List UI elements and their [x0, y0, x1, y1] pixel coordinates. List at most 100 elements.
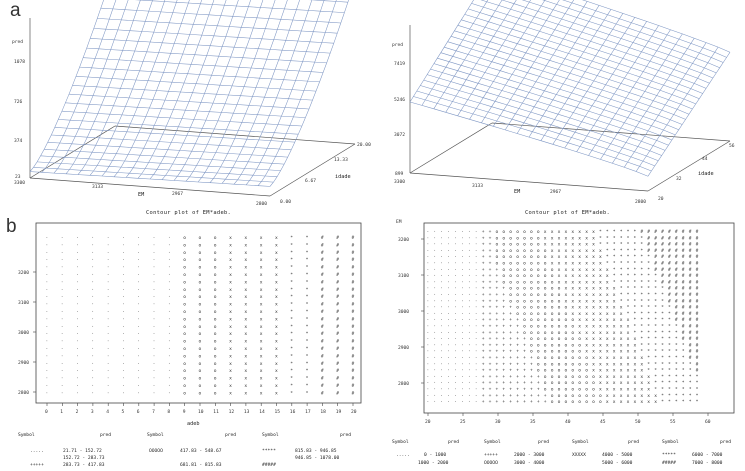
contour-symbol: · — [454, 381, 457, 386]
contour-symbol: · — [61, 258, 64, 263]
contour-symbol: x — [620, 388, 623, 393]
xtick-right-0: 3300 — [394, 179, 405, 185]
contour-symbol: · — [61, 332, 64, 337]
contour-symbol: x — [654, 394, 657, 399]
contour-symbol: · — [153, 243, 156, 248]
contour-xtick-label: 14 — [259, 409, 265, 415]
contour-symbol: o — [558, 337, 561, 342]
surface-mesh-line — [58, 119, 299, 135]
contour-symbol: x — [229, 354, 232, 359]
contour-symbol: * — [599, 229, 602, 235]
contour-symbol: x — [606, 299, 609, 304]
contour-symbol: + — [489, 293, 492, 298]
contour-symbol: # — [675, 267, 678, 273]
contour-symbol: + — [516, 362, 519, 367]
surface-mesh-line — [185, 0, 264, 182]
contour-symbol: * — [599, 235, 602, 241]
contour-symbol: · — [137, 243, 140, 248]
contour-symbol: # — [668, 279, 671, 285]
contour-symbol: · — [76, 273, 79, 278]
contour-symbol: x — [578, 331, 581, 336]
contour-symbol: + — [489, 287, 492, 292]
contour-symbol: x — [613, 381, 616, 386]
contour-symbol: · — [76, 303, 79, 308]
contour-symbol: * — [634, 298, 637, 304]
surface-mesh-line — [75, 76, 317, 92]
contour-symbol: # — [661, 242, 664, 248]
contour-symbol: x — [244, 273, 247, 278]
contour-symbol: · — [461, 356, 464, 361]
contour-symbol: * — [634, 286, 637, 292]
contour-symbol: * — [290, 361, 293, 367]
contour-symbol: · — [468, 381, 471, 386]
contour-symbol: * — [661, 393, 664, 399]
contour-symbol: x — [599, 255, 602, 260]
contour-symbol: x — [565, 262, 568, 267]
contour-symbol: o — [509, 293, 512, 298]
contour-symbol: o — [571, 400, 574, 405]
contour-symbol: # — [696, 361, 699, 367]
contour-symbol: o — [558, 362, 561, 367]
surface-mesh-line — [134, 0, 345, 13]
contour-symbol: · — [427, 306, 430, 311]
contour-symbol: * — [640, 292, 643, 298]
contour-symbol: + — [482, 312, 485, 317]
contour-symbol: o — [183, 317, 186, 322]
contour-symbol: x — [585, 299, 588, 304]
contour-symbol: * — [620, 267, 623, 273]
contour-frame-right — [423, 222, 735, 414]
contour-symbol: · — [168, 295, 171, 300]
surface-mesh-line — [444, 46, 683, 125]
surface-mesh-line — [582, 0, 731, 53]
contour-symbol: x — [558, 274, 561, 279]
legend-right: Symbol pred Symbol pred Symbol pred Symb… — [392, 436, 745, 470]
contour-symbol: x — [275, 303, 278, 308]
contour-symbol: # — [336, 287, 339, 293]
contour-symbol: · — [76, 310, 79, 315]
contour-symbol: o — [214, 347, 217, 352]
contour-symbol: # — [689, 317, 692, 323]
contour-symbol: x — [578, 299, 581, 304]
contour-symbol: · — [454, 343, 457, 348]
contour-symbol: * — [647, 279, 650, 285]
contour-symbol: · — [468, 362, 471, 367]
contour-symbol: o — [199, 303, 202, 308]
contour-symbol: o — [516, 280, 519, 285]
contour-symbol: x — [585, 337, 588, 342]
contour-symbol: * — [640, 254, 643, 260]
contour-xtick-label: 30 — [495, 419, 501, 425]
contour-symbol: + — [516, 350, 519, 355]
contour-symbol: + — [509, 394, 512, 399]
contour-symbol: · — [468, 350, 471, 355]
contour-symbol: · — [427, 268, 430, 273]
contour-symbol: o — [183, 266, 186, 271]
contour-symbol: x — [592, 287, 595, 292]
contour-symbol: # — [668, 254, 671, 260]
contour-symbol: x — [229, 325, 232, 330]
xtick-left-3: 2800 — [256, 201, 267, 207]
contour-symbol: * — [290, 257, 293, 263]
contour-symbol: o — [509, 299, 512, 304]
contour-symbol: * — [640, 235, 643, 241]
contour-symbol: · — [447, 362, 450, 367]
contour-symbol: x — [260, 243, 263, 248]
contour-symbol: * — [661, 330, 664, 336]
contour-symbol: · — [461, 337, 464, 342]
contour-symbol: o — [496, 249, 499, 254]
contour-symbol: x — [571, 243, 574, 248]
contour-symbol: · — [168, 391, 171, 396]
contour-symbol: + — [482, 318, 485, 323]
contour-symbol: · — [61, 295, 64, 300]
contour-symbol: + — [482, 350, 485, 355]
contour-symbol: · — [475, 331, 478, 336]
contour-xtick-label: 1 — [60, 409, 63, 415]
contour-symbol: + — [482, 375, 485, 380]
contour-symbol: # — [321, 361, 324, 367]
contour-symbol: o — [551, 375, 554, 380]
contour-symbol: * — [661, 387, 664, 393]
contour-symbol: x — [585, 274, 588, 279]
contour-symbol: + — [516, 337, 519, 342]
legend-right-r1c6: ##### — [662, 461, 676, 466]
contour-symbol: * — [627, 242, 630, 248]
contour-symbol: · — [433, 255, 436, 260]
